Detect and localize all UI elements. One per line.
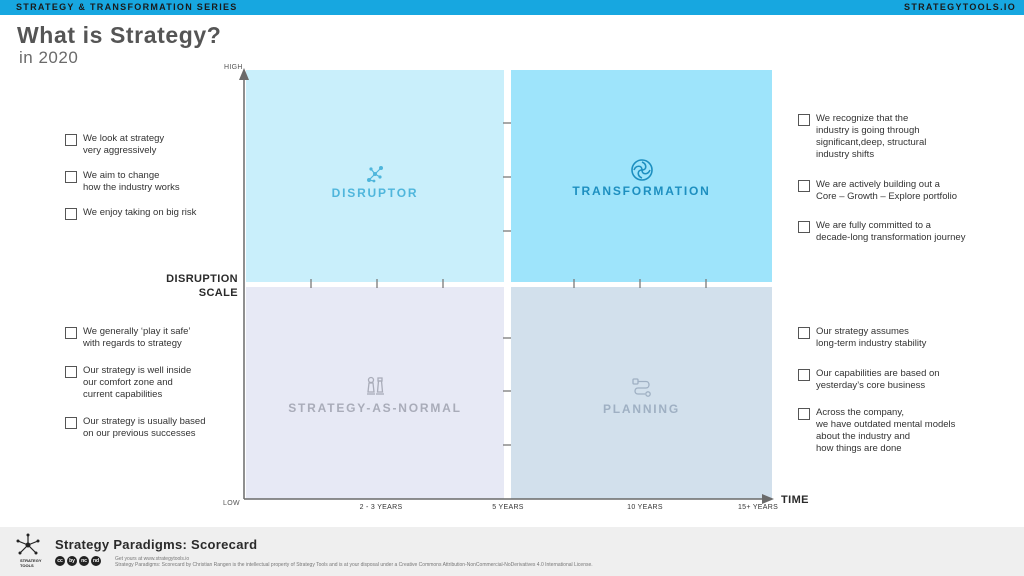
- checklist-item-text: We recognize that the industry is going …: [816, 113, 927, 160]
- checklist-item[interactable]: We are actively building out a Core – Gr…: [798, 179, 957, 203]
- y-axis-title: DISRUPTION SCALE: [150, 272, 238, 300]
- series-label: STRATEGY & TRANSFORMATION SERIES: [16, 2, 238, 12]
- y-axis-low-label: LOW: [223, 500, 240, 507]
- checkbox[interactable]: [65, 417, 77, 429]
- checklist-item-text: Across the company, we have outdated men…: [816, 407, 956, 454]
- checklist-item-text: We look at strategy very aggressively: [83, 133, 165, 156]
- checkbox[interactable]: [65, 171, 77, 183]
- checklist-item[interactable]: Across the company, we have outdated men…: [798, 407, 955, 455]
- checklist-item-text: Our strategy assumes long-term industry …: [816, 326, 927, 349]
- checklist-item[interactable]: We enjoy taking on big risk: [65, 207, 196, 220]
- checklist-item[interactable]: Our strategy is usually based on our pre…: [65, 416, 206, 440]
- quadrant-disruptor: DISRUPTOR: [246, 70, 504, 282]
- quadrant-label-planning: PLANNING: [602, 402, 681, 416]
- page-subtitle: in 2020: [19, 48, 79, 67]
- quadrant-label-disruptor: DISRUPTOR: [331, 186, 419, 200]
- quadrant-planning: PLANNING: [511, 287, 772, 499]
- x-axis-title: TIME: [781, 494, 809, 506]
- quadrant-strategy-as-normal: STRATEGY-AS-NORMAL: [246, 287, 504, 499]
- checkbox[interactable]: [798, 327, 810, 339]
- cc-nc-icon: nc: [79, 556, 89, 566]
- checklist-item[interactable]: We are fully committed to a decade-long …: [798, 220, 965, 244]
- checklist-item-text: Our strategy is well inside our comfort …: [83, 365, 192, 400]
- y-axis-title-text: DISRUPTION SCALE: [166, 273, 238, 299]
- strategy-tools-logo-icon: [16, 533, 40, 555]
- cc-nd-icon: nd: [91, 556, 101, 566]
- checklist-item-text: We enjoy taking on big risk: [83, 207, 197, 218]
- page-title: What is Strategy?: [17, 22, 222, 48]
- checkbox[interactable]: [65, 366, 77, 378]
- cc-icon: cc: [55, 556, 65, 566]
- x-axis-arrow: [762, 494, 774, 504]
- logo-text: STRATEGY TOOLS: [20, 558, 42, 568]
- creative-commons-badges: cc by nc nd: [55, 556, 103, 566]
- checkbox[interactable]: [65, 134, 77, 146]
- footer-title: Strategy Paradigms: Scorecard: [55, 537, 258, 552]
- checklist-item[interactable]: We aim to change how the industry works: [65, 170, 180, 194]
- checkbox[interactable]: [798, 180, 810, 192]
- checklist-item-text: We are fully committed to a decade-long …: [816, 220, 966, 243]
- x-tick-label: 15+ YEARS: [737, 504, 779, 511]
- checklist-item[interactable]: Our strategy is well inside our comfort …: [65, 365, 191, 401]
- checkbox[interactable]: [798, 408, 810, 420]
- y-axis-arrow: [239, 68, 249, 80]
- checkbox[interactable]: [65, 208, 77, 220]
- route-icon: [631, 378, 651, 397]
- x-tick-label: 5 YEARS: [492, 504, 524, 511]
- footer: STRATEGY TOOLS Strategy Paradigms: Score…: [0, 527, 1024, 576]
- quadrant-label-transformation: TRANSFORMATION: [572, 184, 711, 198]
- network-icon: [367, 166, 383, 183]
- site-link[interactable]: STRATEGYTOOLS.IO: [904, 2, 1016, 12]
- quadrant-transformation: TRANSFORMATION: [511, 70, 772, 282]
- x-tick-label: 10 YEARS: [627, 504, 663, 511]
- checklist-item-text: Our strategy is usually based on our pre…: [83, 416, 206, 439]
- checklist-item[interactable]: We look at strategy very aggressively: [65, 133, 164, 157]
- checklist-item-text: Our capabilities are based on yesterday’…: [816, 368, 940, 391]
- checklist-item[interactable]: Our strategy assumes long-term industry …: [798, 326, 926, 350]
- checklist-item[interactable]: We generally ‘play it safe’ with regards…: [65, 326, 191, 350]
- checklist-item-text: We are actively building out a Core – Gr…: [816, 179, 957, 202]
- checkbox[interactable]: [65, 327, 77, 339]
- quadrant-label-normal: STRATEGY-AS-NORMAL: [288, 401, 462, 415]
- checkbox[interactable]: [798, 369, 810, 381]
- x-tick-label: 2 - 3 YEARS: [359, 504, 403, 511]
- checklist-item-text: We aim to change how the industry works: [83, 170, 180, 193]
- top-bar: STRATEGY & TRANSFORMATION SERIES STRATEG…: [0, 0, 1024, 15]
- cc-by-icon: by: [67, 556, 77, 566]
- checkbox[interactable]: [798, 221, 810, 233]
- footer-license: Strategy Paradigms: Scorecard by Christi…: [115, 562, 593, 568]
- checklist-item-text: We generally ‘play it safe’ with regards…: [83, 326, 191, 349]
- chess-icon: [367, 376, 384, 395]
- footer-url[interactable]: Get yours at www.strategytools.io: [115, 556, 190, 562]
- y-axis-high-label: HIGH: [224, 64, 243, 71]
- checklist-item[interactable]: We recognize that the industry is going …: [798, 113, 926, 161]
- checklist-item[interactable]: Our capabilities are based on yesterday’…: [798, 368, 940, 392]
- checkbox[interactable]: [798, 114, 810, 126]
- swirl-icon: [630, 159, 653, 181]
